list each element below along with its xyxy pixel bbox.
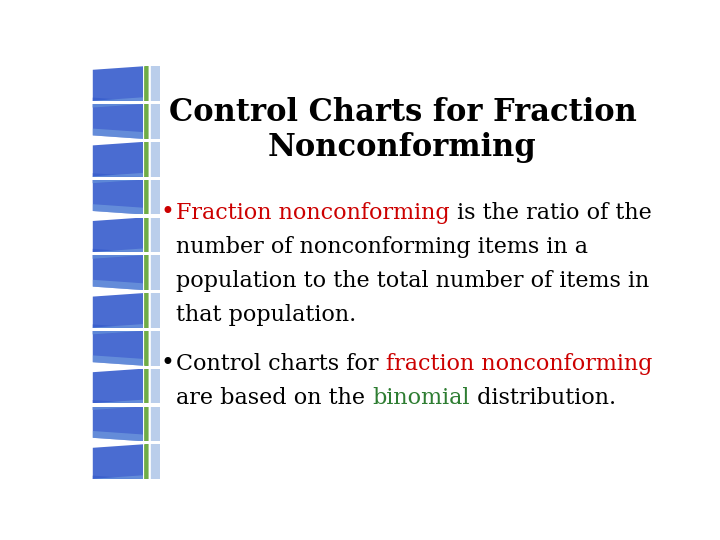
Text: •: • xyxy=(160,201,174,224)
Polygon shape xyxy=(144,403,148,442)
Polygon shape xyxy=(93,173,143,183)
Bar xyxy=(90,252,166,255)
Bar xyxy=(90,214,166,218)
Polygon shape xyxy=(144,177,148,215)
Polygon shape xyxy=(150,253,163,292)
Polygon shape xyxy=(93,218,143,259)
Polygon shape xyxy=(150,329,163,367)
Polygon shape xyxy=(93,66,143,107)
Polygon shape xyxy=(144,368,148,407)
Polygon shape xyxy=(93,325,143,366)
Text: Control charts for: Control charts for xyxy=(176,353,386,375)
Polygon shape xyxy=(93,97,143,107)
Polygon shape xyxy=(144,217,148,255)
Bar xyxy=(90,139,166,142)
Bar xyxy=(160,65,648,481)
Polygon shape xyxy=(93,400,143,410)
Polygon shape xyxy=(93,280,143,290)
Polygon shape xyxy=(144,292,148,331)
Polygon shape xyxy=(93,142,143,183)
Polygon shape xyxy=(144,252,148,291)
Text: Nonconforming: Nonconforming xyxy=(268,132,537,164)
Polygon shape xyxy=(93,431,143,441)
Polygon shape xyxy=(144,25,148,64)
Polygon shape xyxy=(150,102,163,140)
Bar xyxy=(90,441,166,444)
Polygon shape xyxy=(144,328,148,367)
Polygon shape xyxy=(93,22,143,63)
Text: •: • xyxy=(160,352,174,375)
Polygon shape xyxy=(150,26,163,65)
Bar xyxy=(90,366,166,369)
Polygon shape xyxy=(144,479,148,518)
Bar xyxy=(90,479,166,482)
Polygon shape xyxy=(150,367,163,406)
Bar xyxy=(90,101,166,104)
Polygon shape xyxy=(144,141,148,180)
Polygon shape xyxy=(150,292,163,330)
Polygon shape xyxy=(93,444,143,485)
Polygon shape xyxy=(93,355,143,366)
Text: that population.: that population. xyxy=(176,304,356,326)
Polygon shape xyxy=(93,204,143,214)
Polygon shape xyxy=(150,178,163,216)
Text: number of nonconforming items in a: number of nonconforming items in a xyxy=(176,236,588,258)
Polygon shape xyxy=(150,140,163,179)
Text: Control Charts for Fraction: Control Charts for Fraction xyxy=(168,97,636,128)
Polygon shape xyxy=(150,480,163,518)
Polygon shape xyxy=(144,443,148,482)
Polygon shape xyxy=(144,101,148,140)
Polygon shape xyxy=(93,476,143,517)
Polygon shape xyxy=(93,293,143,334)
Polygon shape xyxy=(93,248,143,259)
Bar xyxy=(90,403,166,407)
Polygon shape xyxy=(93,324,143,334)
Polygon shape xyxy=(93,53,143,63)
Polygon shape xyxy=(150,216,163,254)
Bar xyxy=(90,177,166,180)
Polygon shape xyxy=(93,475,143,485)
Text: are based on the: are based on the xyxy=(176,387,373,409)
Polygon shape xyxy=(93,369,143,410)
Text: is the ratio of the: is the ratio of the xyxy=(450,201,652,224)
Bar xyxy=(90,25,166,29)
Bar xyxy=(90,290,166,293)
Text: population to the total number of items in: population to the total number of items … xyxy=(176,270,649,292)
Polygon shape xyxy=(144,65,148,104)
Polygon shape xyxy=(93,249,143,290)
Text: Fraction nonconforming: Fraction nonconforming xyxy=(176,201,450,224)
Text: binomial: binomial xyxy=(373,387,470,409)
Polygon shape xyxy=(93,400,143,441)
Polygon shape xyxy=(150,65,163,103)
Text: distribution.: distribution. xyxy=(470,387,616,409)
Polygon shape xyxy=(150,404,163,443)
Bar xyxy=(90,328,166,331)
Polygon shape xyxy=(93,129,143,139)
Polygon shape xyxy=(93,173,143,214)
Polygon shape xyxy=(150,443,163,481)
Polygon shape xyxy=(93,98,143,139)
Polygon shape xyxy=(93,507,143,517)
Text: fraction nonconforming: fraction nonconforming xyxy=(386,353,652,375)
Bar xyxy=(90,63,166,66)
